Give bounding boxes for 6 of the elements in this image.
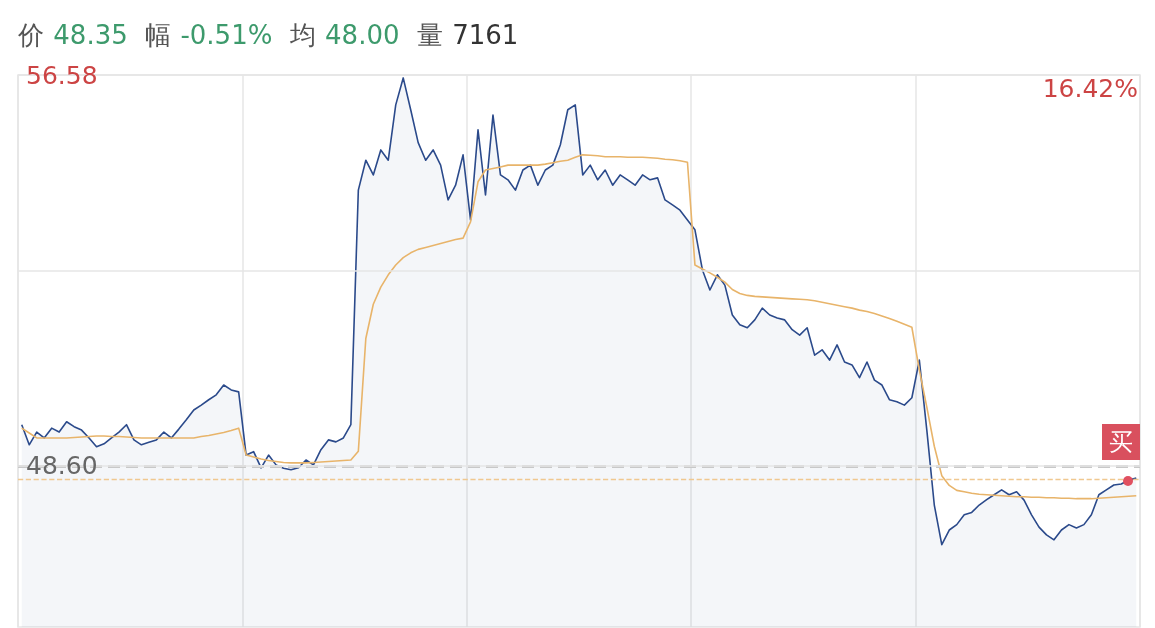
annotation: 买 bbox=[1102, 424, 1140, 461]
y-tick-label: 48.60 bbox=[26, 451, 98, 481]
chart-title: 价 48.35 幅 -0.51% 均 48.00 量 7161 bbox=[17, 20, 519, 50]
line-series bbox=[20, 154, 1138, 500]
y-tick-label: 56.58 bbox=[26, 60, 98, 90]
annotation: 16.42% bbox=[1042, 74, 1138, 104]
